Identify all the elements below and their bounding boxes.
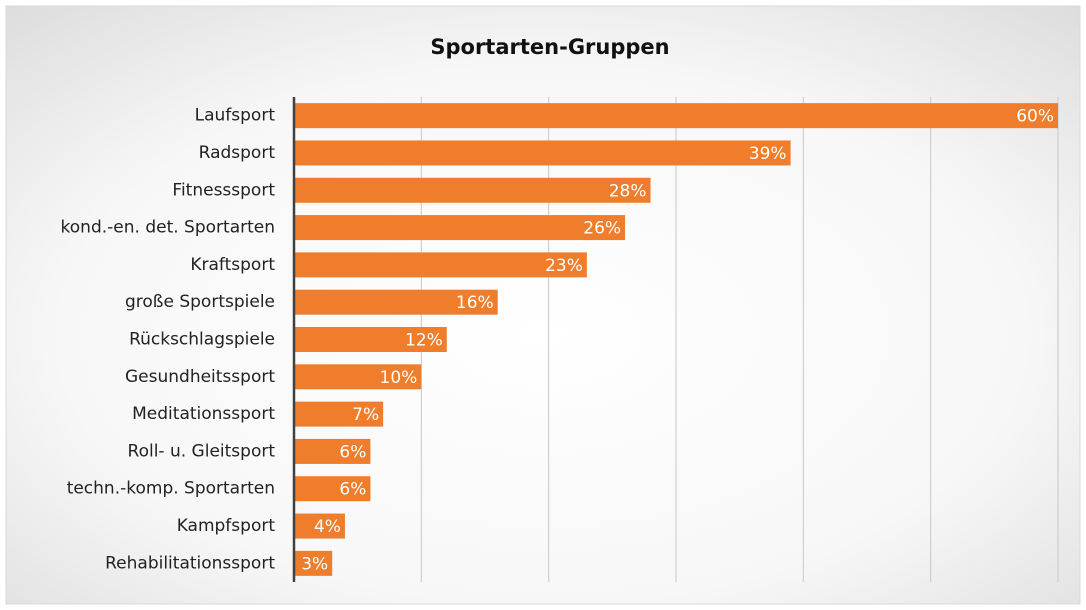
y-tick-label: große Sportspiele <box>125 292 275 312</box>
bar <box>294 550 333 576</box>
bar <box>294 476 371 502</box>
bar <box>294 140 791 166</box>
y-tick-label: Rehabilitationssport <box>105 553 275 573</box>
bar <box>294 215 626 241</box>
bar <box>294 103 1058 129</box>
bar <box>294 364 422 390</box>
bar <box>294 438 371 464</box>
bar <box>294 401 384 427</box>
chart-title: Sportarten-Gruppen <box>430 35 669 59</box>
y-tick-label: Laufsport <box>195 106 276 126</box>
value-label: 16% <box>456 293 494 313</box>
y-tick-label: Meditationssport <box>132 404 275 424</box>
bar <box>294 289 498 315</box>
value-label: 4% <box>314 517 341 537</box>
bar <box>294 177 651 203</box>
y-tick-label: Rückschlagspiele <box>129 330 275 350</box>
value-label: 7% <box>352 405 379 425</box>
y-tick-label: Fitnesssport <box>172 180 275 200</box>
value-label: 12% <box>405 331 443 351</box>
y-tick-label: Kampfsport <box>177 516 276 536</box>
y-tick-label: kond.-en. det. Sportarten <box>61 218 275 238</box>
bar <box>294 513 345 539</box>
value-label: 3% <box>301 554 328 574</box>
value-label: 60% <box>1016 107 1054 127</box>
bar <box>294 252 587 278</box>
bar <box>294 327 447 352</box>
y-tick-label: Gesundheitssport <box>125 367 275 387</box>
y-tick-label: techn.-komp. Sportarten <box>67 479 275 499</box>
value-label: 28% <box>609 181 647 201</box>
y-tick-label: Kraftsport <box>190 255 275 275</box>
y-tick-label: Roll- u. Gleitsport <box>128 441 276 461</box>
value-label: 6% <box>339 442 366 462</box>
y-tick-label: Radsport <box>199 143 276 163</box>
value-label: 10% <box>380 368 418 388</box>
value-label: 23% <box>545 256 583 276</box>
value-label: 26% <box>583 219 621 239</box>
value-label: 39% <box>749 144 787 164</box>
value-label: 6% <box>339 480 366 500</box>
